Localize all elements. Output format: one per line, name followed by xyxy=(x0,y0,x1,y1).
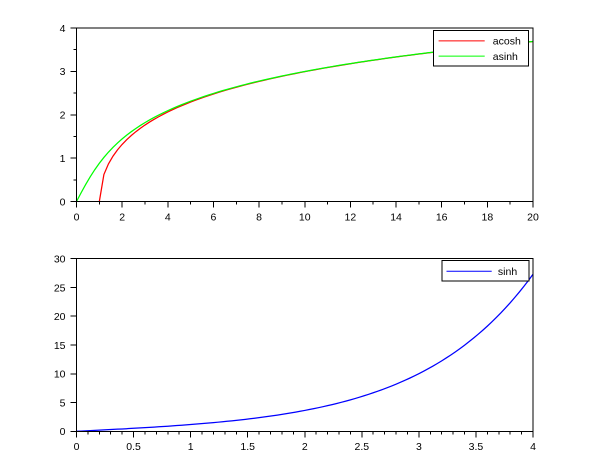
svg-text:4: 4 xyxy=(60,23,66,35)
svg-text:15: 15 xyxy=(54,340,66,352)
svg-text:12: 12 xyxy=(345,212,357,224)
svg-text:1.5: 1.5 xyxy=(240,441,255,453)
svg-text:30: 30 xyxy=(54,254,66,266)
svg-text:25: 25 xyxy=(54,282,66,294)
svg-text:4: 4 xyxy=(530,441,536,453)
svg-text:0: 0 xyxy=(74,441,80,453)
svg-text:10: 10 xyxy=(299,212,311,224)
svg-text:2: 2 xyxy=(119,212,125,224)
svg-text:14: 14 xyxy=(390,212,402,224)
svg-text:2.5: 2.5 xyxy=(355,441,370,453)
svg-text:16: 16 xyxy=(436,212,448,224)
svg-text:0: 0 xyxy=(60,196,66,208)
svg-text:sinh: sinh xyxy=(498,266,517,278)
svg-text:8: 8 xyxy=(256,212,262,224)
svg-text:3: 3 xyxy=(416,441,422,453)
svg-text:1: 1 xyxy=(188,441,194,453)
svg-text:18: 18 xyxy=(482,212,494,224)
svg-text:0: 0 xyxy=(60,426,66,438)
svg-text:6: 6 xyxy=(211,212,217,224)
svg-text:0.5: 0.5 xyxy=(126,441,141,453)
svg-text:3: 3 xyxy=(60,66,66,78)
svg-text:5: 5 xyxy=(60,397,66,409)
svg-text:1: 1 xyxy=(60,153,66,165)
svg-text:asinh: asinh xyxy=(493,51,518,63)
svg-text:4: 4 xyxy=(165,212,171,224)
svg-text:0: 0 xyxy=(74,212,80,224)
svg-text:10: 10 xyxy=(54,369,66,381)
svg-text:3.5: 3.5 xyxy=(469,441,484,453)
svg-text:20: 20 xyxy=(54,311,66,323)
svg-text:20: 20 xyxy=(527,212,539,224)
svg-text:2: 2 xyxy=(60,110,66,122)
svg-text:acosh: acosh xyxy=(493,36,521,48)
svg-text:2: 2 xyxy=(302,441,308,453)
